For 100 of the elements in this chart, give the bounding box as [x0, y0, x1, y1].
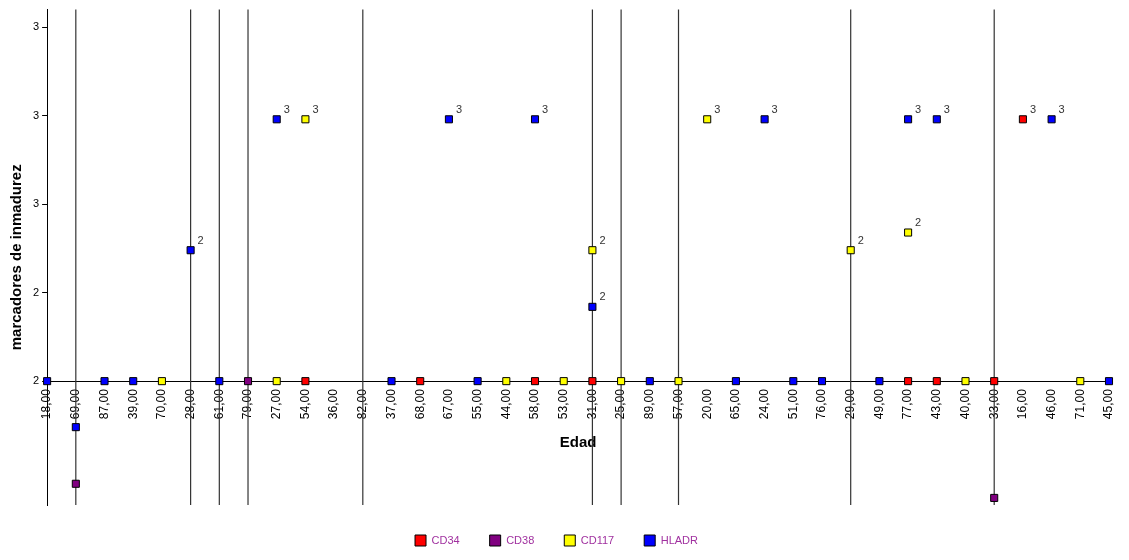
x-tick-label: 65,00 — [728, 388, 743, 420]
point — [416, 377, 425, 386]
legend-label: CD34 — [431, 533, 460, 546]
point — [243, 377, 253, 386]
point — [215, 377, 224, 386]
point — [588, 377, 597, 386]
data-label: 3 — [1029, 102, 1037, 115]
point — [617, 377, 626, 386]
x-tick-label: 76,00 — [814, 388, 829, 420]
point — [990, 377, 999, 386]
x-tick-label: 51,00 — [785, 388, 800, 420]
y-tick-label: 3 — [32, 20, 40, 33]
point — [817, 377, 827, 386]
point — [100, 377, 109, 386]
x-tick-label: 20,00 — [699, 388, 714, 420]
x-tick-label: 77,00 — [900, 388, 915, 420]
point — [904, 377, 913, 386]
x-tick-label: 43,00 — [929, 388, 944, 420]
x-tick-label: 61,00 — [211, 388, 226, 420]
data-label: 2 — [599, 233, 606, 246]
point — [157, 377, 166, 386]
data-label: 3 — [455, 102, 463, 115]
x-tick-label: 46,00 — [1043, 388, 1058, 420]
y-tick-label: 3 — [32, 108, 40, 121]
x-tick-label: 53,00 — [556, 388, 571, 420]
x-tick-label: 68,00 — [412, 388, 427, 420]
point — [530, 115, 540, 124]
point — [387, 377, 396, 386]
data-label: 3 — [542, 102, 549, 115]
point — [990, 493, 999, 502]
x-tick-label: 49,00 — [871, 388, 886, 420]
point — [272, 377, 281, 386]
data-label: 2 — [197, 233, 204, 246]
point — [301, 377, 310, 386]
point — [588, 246, 597, 255]
data-label: 3 — [312, 102, 319, 115]
data-label: 3 — [943, 102, 950, 115]
data-label: 2 — [599, 290, 606, 303]
legend-label: CD117 — [580, 533, 615, 546]
x-tick-label: 67,00 — [441, 388, 456, 420]
point — [904, 228, 913, 237]
point — [1104, 377, 1114, 386]
x-tick-label: 29,00 — [843, 388, 858, 420]
point — [71, 479, 80, 488]
point — [444, 115, 453, 124]
legend-label: CD38 — [506, 533, 535, 546]
point — [961, 377, 970, 386]
point — [71, 423, 80, 432]
point — [645, 377, 654, 386]
y-tick-label: 2 — [32, 285, 40, 298]
x-tick-label: 40,00 — [957, 388, 972, 420]
x-tick-label: 89,00 — [642, 388, 657, 420]
x-tick-label: 36,00 — [326, 388, 341, 420]
point — [760, 115, 769, 124]
data-label: 3 — [915, 102, 922, 115]
x-tick-label: 44,00 — [498, 388, 513, 420]
y-tick-label: 3 — [32, 197, 40, 210]
x-tick-label: 54,00 — [297, 388, 312, 420]
x-tick-label: 25,00 — [613, 388, 628, 420]
point — [559, 377, 568, 386]
point — [932, 115, 941, 124]
point — [731, 377, 740, 386]
x-tick-label: 55,00 — [469, 388, 484, 420]
x-tick-label: 82,00 — [355, 388, 370, 420]
x-tick-label: 79,00 — [240, 388, 255, 420]
x-tick-label: 87,00 — [96, 388, 111, 420]
point — [846, 246, 855, 255]
point — [1018, 115, 1027, 124]
point — [703, 115, 712, 124]
data-label: 2 — [915, 216, 922, 229]
point — [674, 377, 683, 386]
data-label: 2 — [857, 233, 864, 246]
point — [1076, 377, 1085, 386]
point — [530, 377, 540, 386]
y-tick-label: 2 — [32, 374, 40, 387]
data-label: 3 — [771, 102, 778, 115]
x-tick-label: 33,00 — [986, 388, 1001, 420]
x-tick-label: 69,00 — [68, 388, 83, 420]
legend-label: HLADR — [660, 533, 699, 546]
data-label: 3 — [283, 102, 290, 115]
point — [186, 246, 195, 255]
point — [1047, 115, 1056, 124]
x-tick-label: 37,00 — [383, 388, 398, 420]
x-tick-label: 71,00 — [1072, 388, 1087, 420]
point — [904, 115, 913, 124]
x-tick-label: 16,00 — [1015, 388, 1030, 420]
x-tick-label: 45,00 — [1101, 388, 1116, 420]
x-tick-label: 58,00 — [527, 388, 542, 420]
point — [301, 115, 310, 124]
point — [932, 377, 941, 386]
x-tick-label: 24,00 — [756, 388, 771, 420]
data-label: 3 — [1058, 102, 1065, 115]
x-tick-label: 70,00 — [154, 388, 169, 420]
y-axis-title: marcadores de inmadurez — [7, 164, 25, 351]
data-label: 3 — [714, 102, 721, 115]
x-tick-label: 39,00 — [125, 388, 140, 420]
point — [502, 377, 511, 386]
point — [588, 302, 597, 311]
point — [875, 377, 884, 386]
point — [473, 377, 482, 386]
